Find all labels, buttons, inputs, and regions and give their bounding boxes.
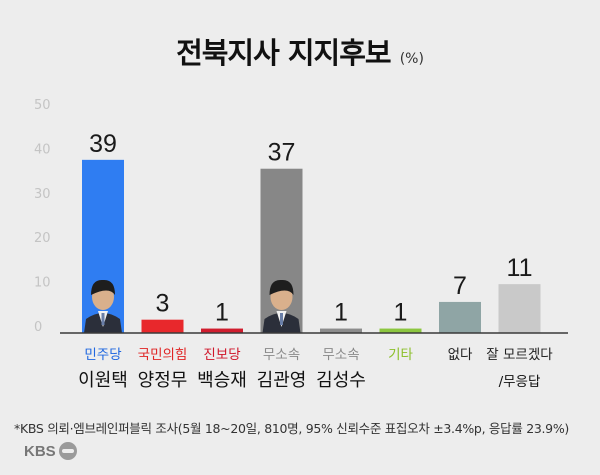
kbs-logo-mark: [58, 442, 77, 460]
party-label: 무소속: [263, 347, 300, 363]
photo-tie: [101, 313, 105, 325]
bar: [320, 328, 362, 333]
bar: [498, 284, 541, 333]
candidate-label: 김성수: [316, 370, 366, 391]
kbs-logo: KBS: [24, 440, 77, 462]
y-tick-label: 50: [34, 98, 51, 113]
candidate-label: 이원택: [78, 370, 128, 391]
data-label: 1: [334, 299, 348, 327]
kbs-logo-text: KBS: [24, 442, 56, 460]
data-label: 37: [268, 139, 296, 167]
chart-unit: (%): [399, 51, 424, 67]
photo-tie: [280, 313, 283, 325]
bar: [141, 319, 184, 333]
party-label: 국민의힘: [138, 347, 188, 363]
bar: [379, 328, 422, 333]
bar: [439, 301, 481, 333]
chart-title: 전북지사 지지후보: [176, 36, 392, 70]
candidate-label: 백승재: [197, 370, 247, 391]
data-label: 1: [215, 299, 229, 327]
y-tick-label: 0: [34, 320, 42, 335]
candidate-label: /무응답: [499, 374, 541, 390]
party-label: 없다: [448, 347, 473, 363]
data-label: 7: [453, 272, 467, 300]
party-label: 민주당: [84, 347, 121, 363]
chart-title-row: 전북지사 지지후보 (%): [0, 30, 600, 72]
candidate-label: 김관영: [257, 370, 307, 391]
photo-hair: [91, 279, 115, 295]
party-label: 진보당: [203, 347, 240, 363]
candidate-label: 양정무: [138, 370, 188, 391]
data-label: 11: [507, 254, 533, 282]
bar: [201, 328, 243, 333]
party-label: 무소속: [322, 347, 359, 363]
y-tick-label: 20: [34, 231, 51, 246]
y-tick-label: 40: [34, 142, 51, 157]
data-label: 3: [156, 290, 170, 318]
party-label: 잘 모르겠다: [486, 347, 553, 363]
data-label: 39: [89, 130, 117, 158]
candidate-photo-icon: [84, 279, 122, 333]
y-tick-label: 10: [34, 276, 51, 291]
data-label: 1: [394, 299, 408, 327]
y-tick-label: 30: [34, 187, 51, 202]
photo-hair: [269, 279, 294, 295]
party-label: 기타: [388, 347, 413, 363]
candidate-photo-icon: [262, 279, 301, 333]
survey-footnote: *KBS 의뢰·엠브레인퍼블릭 조사(5월 18~20일, 810명, 95% …: [14, 421, 569, 436]
